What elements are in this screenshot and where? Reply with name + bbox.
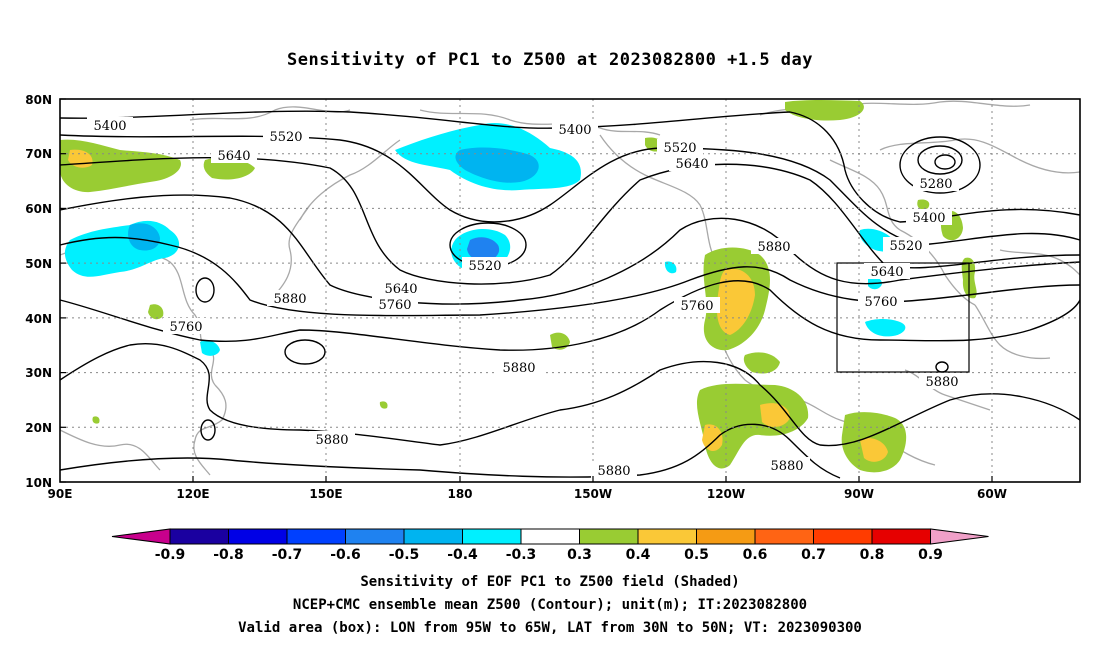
contour-label: 5880 (597, 464, 630, 479)
colorbar-swatch (579, 528, 639, 545)
z500-contours (59, 110, 1081, 479)
lat-label-50n: 50N (25, 257, 52, 271)
contour-label: 5760 (680, 299, 713, 314)
colorbar-low-extension (111, 528, 171, 545)
contour-label: 5400 (93, 119, 126, 134)
caption-line-3: Valid area (box): LON from 95W to 65W, L… (238, 620, 862, 636)
plot-frame (59, 98, 1081, 483)
lat-label-30n: 30N (25, 366, 52, 380)
longitude-labels: 90E 120E 150E 180 150W 120W 90W 60W (48, 487, 1007, 501)
colorbar-swatch (637, 528, 697, 545)
lat-label-80n: 80N (25, 93, 52, 107)
contour-label: 5760 (169, 320, 202, 335)
colorbar-label: 0.4 (626, 547, 651, 563)
lon-label-120w: 120W (707, 487, 745, 501)
contour-label: 5640 (384, 282, 417, 297)
colorbar-label: -0.5 (389, 547, 420, 563)
colorbar-swatch (403, 528, 463, 545)
colorbar-label: 0.3 (567, 547, 592, 563)
plot-title: Sensitivity of PC1 to Z500 at 2023082800… (286, 50, 813, 70)
contour-label: 5880 (757, 240, 790, 255)
colorbar (111, 528, 989, 545)
lon-label-150e: 150E (309, 487, 342, 501)
colorbar-high-extension (930, 528, 989, 545)
lat-label-20n: 20N (25, 421, 52, 435)
contour-label: 5400 (558, 123, 591, 138)
colorbar-swatch (871, 528, 931, 545)
contour-label: 5760 (378, 298, 411, 313)
colorbar-label: -0.6 (330, 547, 361, 563)
lon-label-90w: 90W (844, 487, 874, 501)
colorbar-labels: -0.9 -0.8 -0.7 -0.6 -0.5 -0.4 -0.3 0.3 0.4 0.5 0.6… (155, 547, 943, 563)
contour-label: 5880 (273, 292, 306, 307)
lon-label-180: 180 (447, 487, 472, 501)
colorbar-swatch (286, 528, 346, 545)
colorbar-label: 0.6 (743, 547, 768, 563)
contour-label: 5640 (675, 157, 708, 172)
lat-label-60n: 60N (25, 202, 52, 216)
contour-label: 5760 (864, 295, 897, 310)
lat-label-70n: 70N (25, 147, 52, 161)
lon-label-60w: 60W (977, 487, 1007, 501)
colorbar-swatch (696, 528, 756, 545)
contour-label: 5400 (912, 211, 945, 226)
contour-label: 5640 (217, 149, 250, 164)
contour-label: 5640 (870, 265, 903, 280)
colorbar-label: -0.8 (213, 547, 244, 563)
contour-label: 5880 (925, 375, 958, 390)
lon-label-150w: 150W (574, 487, 612, 501)
caption-line-2: NCEP+CMC ensemble mean Z500 (Contour); u… (292, 597, 808, 613)
lon-label-120e: 120E (176, 487, 209, 501)
colorbar-swatch (520, 528, 580, 545)
colorbar-swatch (754, 528, 814, 545)
colorbar-label: 0.8 (860, 547, 885, 563)
contour-label: 5280 (919, 177, 952, 192)
colorbar-label: -0.9 (155, 547, 186, 563)
contour-label: 5880 (502, 361, 535, 376)
colorbar-swatch (462, 528, 522, 545)
colorbar-swatch (345, 528, 405, 545)
contour-label-layer: 5400 5520 5640 5400 5520 5640 5280 5400 … (87, 117, 965, 479)
colorbar-swatch (813, 528, 873, 545)
contour-label: 5880 (315, 433, 348, 448)
contour-label: 5520 (468, 259, 501, 274)
contour-label: 5880 (770, 459, 803, 474)
colorbar-swatch (228, 528, 288, 545)
colorbar-label: 0.5 (684, 547, 709, 563)
lat-label-40n: 40N (25, 312, 52, 326)
lat-label-10n: 10N (25, 476, 52, 490)
contour-label: 5520 (889, 239, 922, 254)
colorbar-label: 0.9 (918, 547, 943, 563)
contour-label: 5520 (663, 141, 696, 156)
colorbar-swatch (169, 528, 229, 545)
lon-label-90e: 90E (48, 487, 73, 501)
colorbar-label: -0.3 (506, 547, 537, 563)
colorbar-label: -0.7 (272, 547, 303, 563)
contour-label: 5520 (269, 130, 302, 145)
colorbar-label: -0.4 (447, 547, 478, 563)
caption-line-1: Sensitivity of EOF PC1 to Z500 field (Sh… (360, 574, 740, 590)
latitude-labels: 80N 70N 60N 50N 40N 30N 20N 10N (25, 93, 52, 490)
colorbar-label: 0.7 (801, 547, 826, 563)
